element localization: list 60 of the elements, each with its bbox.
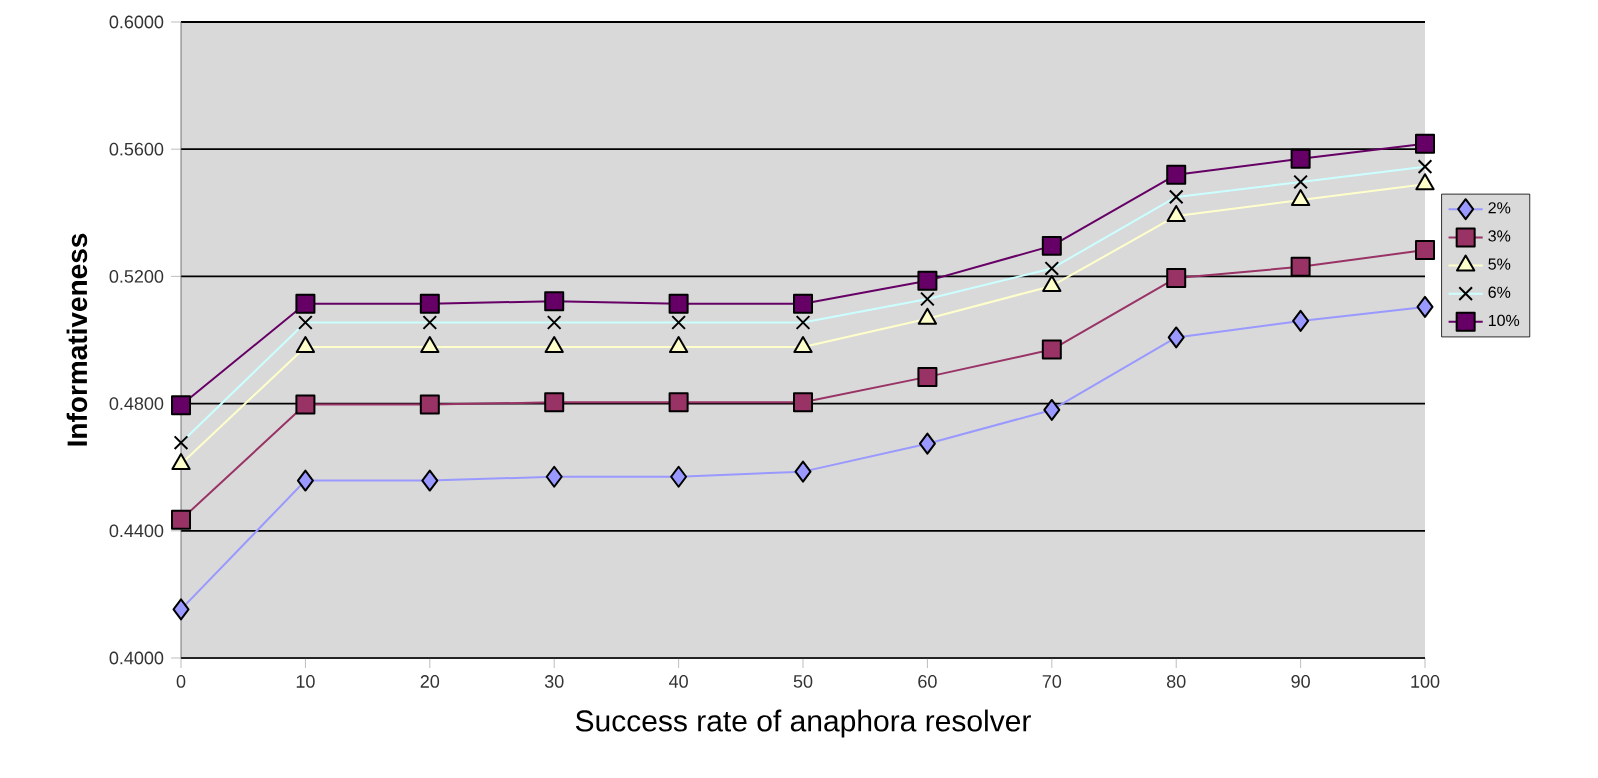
x-tick-label: 10	[296, 675, 315, 688]
point	[793, 392, 814, 413]
y-tick-label: 0.5200	[109, 270, 164, 283]
point	[421, 469, 439, 492]
point	[1043, 398, 1061, 421]
x-tick-label: 60	[918, 675, 937, 688]
legend-label: 3%	[1488, 230, 1511, 242]
legend-label: 5%	[1488, 258, 1511, 270]
point	[171, 395, 192, 416]
point	[1041, 339, 1062, 360]
x-tick-label: 100	[1411, 675, 1440, 688]
point	[1415, 240, 1436, 260]
point	[419, 394, 440, 415]
point	[1292, 309, 1310, 332]
point	[1416, 295, 1434, 318]
point	[668, 392, 689, 413]
point	[918, 432, 936, 455]
point	[668, 293, 689, 314]
point	[544, 291, 565, 312]
legend-label: 2%	[1488, 202, 1511, 214]
x-tick-label: 20	[420, 675, 440, 688]
legend-label: 6%	[1488, 286, 1511, 298]
point	[1415, 173, 1435, 191]
point	[419, 293, 440, 314]
point	[1166, 164, 1187, 185]
x-tick-label: 40	[669, 675, 688, 688]
point	[917, 270, 938, 291]
y-axis-title: Informativeness	[66, 233, 88, 446]
x-tick-label: 30	[544, 675, 564, 688]
point	[296, 469, 314, 492]
x-tick-label: 90	[1291, 675, 1310, 688]
point	[793, 293, 814, 314]
point	[1290, 148, 1311, 169]
point	[1415, 133, 1436, 154]
point	[171, 453, 191, 471]
y-tick-label: 0.6000	[109, 15, 164, 29]
point	[295, 394, 316, 415]
point	[1041, 235, 1062, 256]
y-tick-label: 0.4800	[109, 397, 164, 410]
legend-label: 10%	[1488, 314, 1520, 327]
point	[917, 366, 938, 387]
y-tick-label: 0.5600	[109, 142, 164, 156]
y-tick-label: 0.4400	[109, 524, 164, 538]
point	[544, 392, 565, 413]
point	[670, 465, 688, 488]
x-axis-title: Success rate of anaphora resolver	[575, 709, 1031, 738]
point	[1290, 256, 1311, 277]
point	[1166, 267, 1187, 288]
point	[794, 460, 812, 483]
x-tick-label: 50	[793, 675, 813, 688]
x-tick-label: 80	[1166, 675, 1186, 688]
y-tick-label: 0.4000	[109, 651, 164, 665]
point	[295, 293, 316, 314]
point	[1167, 326, 1185, 349]
x-tick-label: 70	[1042, 675, 1062, 688]
point	[171, 509, 192, 530]
x-tick-label: 0	[176, 675, 186, 688]
point	[1290, 189, 1311, 207]
point	[545, 465, 563, 488]
point	[172, 598, 190, 621]
